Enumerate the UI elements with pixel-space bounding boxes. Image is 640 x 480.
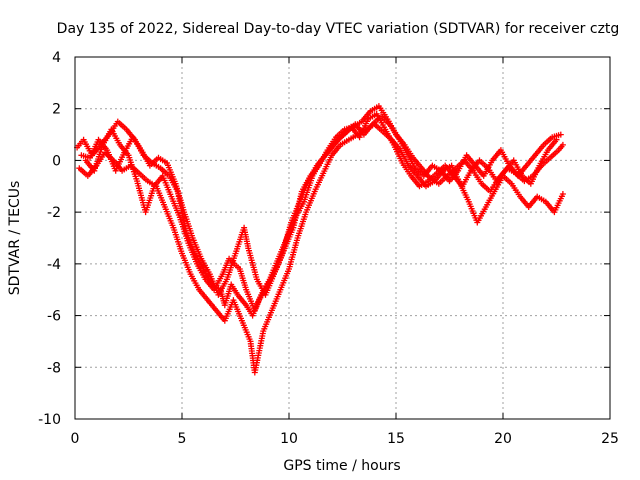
- series-track-2: [76, 121, 566, 376]
- y-tick-labels: -10 -8 -6 -4 -2 0 2 4: [38, 50, 61, 428]
- chart-title: Day 135 of 2022, Sidereal Day-to-day VTE…: [57, 21, 620, 37]
- y-tick-label: -4: [47, 257, 61, 273]
- y-axis-label: SDTVAR / TECUs: [7, 181, 23, 296]
- series-markers: [76, 121, 566, 376]
- x-tick-label: 10: [280, 431, 298, 447]
- data-points: [74, 103, 566, 376]
- y-tick-label: 4: [52, 50, 61, 66]
- series-track-4: [82, 113, 564, 314]
- x-tick-label: 0: [71, 431, 80, 447]
- x-tick-label: 5: [178, 431, 187, 447]
- grid: [75, 57, 610, 419]
- x-tick-label: 15: [387, 431, 405, 447]
- series-markers: [82, 113, 564, 314]
- y-tick-label: -6: [47, 309, 61, 325]
- plot-frame: [74, 56, 611, 420]
- y-tick-label: -10: [38, 412, 61, 428]
- x-tick-label: 25: [601, 431, 619, 447]
- y-tick-label: -2: [47, 205, 61, 221]
- y-tick-label: 2: [52, 102, 61, 118]
- x-tick-labels: 0 5 10 15 20 25: [71, 431, 619, 447]
- ticks: [74, 56, 611, 420]
- x-tick-label: 20: [494, 431, 512, 447]
- x-axis-label: GPS time / hours: [283, 458, 400, 474]
- y-tick-label: 0: [52, 153, 61, 169]
- y-tick-label: -8: [47, 360, 61, 376]
